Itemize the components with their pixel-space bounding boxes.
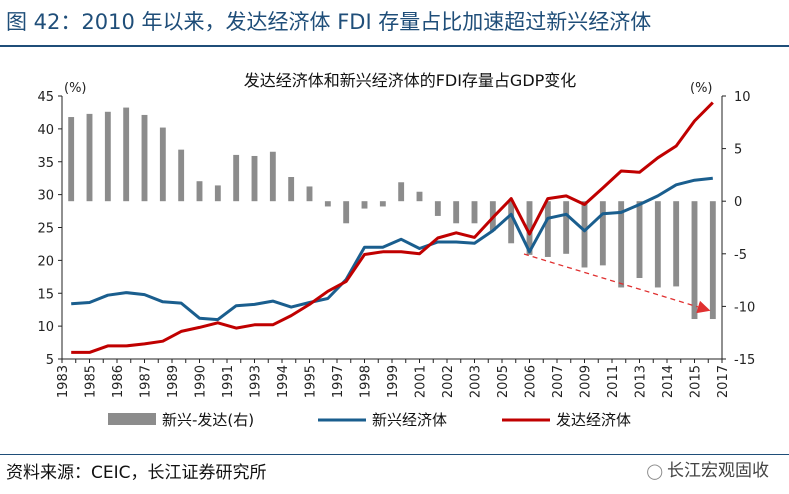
legend-label-bars: 新兴-发达(右)	[162, 411, 254, 429]
x-tick-label: 2007	[551, 365, 566, 398]
legend-swatch-bars	[108, 413, 156, 425]
header-divider	[0, 45, 789, 47]
x-tick-label: 2003	[469, 365, 484, 398]
diff-bar	[673, 201, 680, 287]
diff-bar	[379, 201, 386, 207]
x-tick-label: 2013	[634, 365, 649, 398]
x-tick-label: 1989	[166, 365, 181, 398]
diff-bar	[398, 182, 405, 202]
right-tick-label: -15	[734, 353, 755, 368]
diff-bar	[654, 201, 661, 288]
legend-label-developed: 发达经济体	[556, 411, 631, 429]
x-tick-label: 1999	[386, 365, 401, 398]
lines-group	[71, 101, 714, 354]
x-tick-label: 1986	[111, 365, 126, 398]
legend-label-emerging: 新兴经济体	[372, 411, 447, 429]
left-tick-label: 10	[37, 320, 54, 335]
diff-bar	[434, 201, 441, 216]
x-tick-label: 2014	[661, 365, 676, 398]
x-tick-label: 2015	[689, 365, 704, 398]
right-tick-label: 5	[734, 143, 742, 158]
x-tick-label: 1985	[84, 365, 99, 398]
x-tick-label: 1987	[139, 365, 154, 398]
right-tick-label: 0	[734, 195, 742, 210]
axes-group: 5 10 15 20 25 30 35 40 45 -15 -10 -5 0 5 10 1983 1985 198…	[37, 90, 755, 398]
x-tick-label: 1998	[359, 365, 374, 398]
diff-bar	[269, 151, 276, 202]
emerging-line	[71, 176, 713, 322]
diff-bar	[636, 201, 643, 278]
x-tick-label: 2002	[441, 365, 456, 398]
left-tick-label: 25	[37, 222, 54, 237]
left-tick-label: 5	[46, 353, 54, 368]
diff-bar	[123, 107, 130, 202]
diff-bar	[288, 177, 295, 202]
source-note: 资料来源：CEIC，长江证券研究所	[6, 463, 267, 483]
x-tick-label: 2017	[716, 365, 731, 398]
diff-bar	[453, 201, 460, 224]
trend-arrow	[523, 253, 711, 314]
diff-bar	[306, 186, 313, 202]
diff-bar	[563, 201, 570, 254]
diff-bar	[104, 111, 111, 202]
diff-bar	[416, 191, 423, 202]
left-tick-label: 15	[37, 287, 54, 302]
diff-bar	[508, 201, 515, 244]
diff-bar	[86, 113, 93, 202]
diff-bar	[544, 201, 551, 257]
diff-bar	[618, 201, 625, 288]
developed-line	[71, 101, 714, 354]
diff-bar	[581, 201, 588, 268]
x-tick-label: 2009	[579, 365, 594, 398]
x-tick-label: 2011	[606, 365, 621, 398]
left-axis-unit: (%)	[64, 81, 87, 96]
x-tick-label: 1991	[221, 365, 236, 398]
x-tick-label: 1995	[304, 365, 319, 398]
left-tick-label: 40	[37, 123, 54, 138]
x-tick-label: 2001	[414, 365, 429, 398]
left-tick-label: 30	[37, 189, 54, 204]
chart-title: 发达经济体和新兴经济体的FDI存量占GDP变化	[244, 71, 577, 90]
watermark: ◯︎ 长江宏观固收	[646, 456, 769, 481]
diff-bar	[233, 154, 240, 202]
footer-divider	[0, 454, 789, 455]
diff-bar	[361, 201, 368, 209]
x-tick-label: 2005	[496, 365, 511, 398]
x-tick-label: 1997	[331, 365, 346, 398]
right-tick-label: -10	[734, 300, 755, 315]
diff-bar	[141, 114, 148, 202]
right-axis-unit: (%)	[690, 81, 713, 96]
diff-bar	[691, 201, 698, 320]
diff-bar	[178, 149, 185, 202]
diff-bar	[251, 155, 258, 202]
diff-bar	[324, 201, 331, 207]
left-tick-label: 20	[37, 254, 54, 269]
x-tick-label: 1990	[194, 365, 209, 398]
wechat-icon: ◯︎	[646, 462, 663, 480]
diff-bar	[526, 201, 533, 255]
watermark-text: 长江宏观固收	[667, 461, 769, 481]
diff-bar	[196, 181, 203, 202]
fdi-chart: 发达经济体和新兴经济体的FDI存量占GDP变化 (%) (%) 5 10 15 20 2…	[37, 71, 755, 429]
legend: 新兴-发达(右) 新兴经济体 发达经济体	[108, 411, 631, 429]
figure-title: 图 42：2010 年以来，发达经济体 FDI 存量占比加速超过新兴经济体	[6, 10, 652, 34]
diff-bar	[599, 201, 606, 266]
right-tick-label: 10	[734, 90, 751, 105]
x-tick-label: 2006	[524, 365, 539, 398]
x-tick-label: 1993	[249, 365, 264, 398]
left-tick-label: 45	[37, 90, 54, 105]
diff-bar	[214, 185, 221, 202]
diff-bar	[343, 201, 350, 224]
right-tick-label: -5	[734, 248, 747, 263]
left-tick-label: 35	[37, 156, 54, 171]
diff-bar	[68, 117, 75, 202]
x-tick-label: 1994	[276, 365, 291, 398]
x-tick-label: 1983	[56, 365, 71, 398]
diff-bar	[709, 201, 716, 320]
diff-bar	[471, 201, 478, 224]
diff-bar	[159, 127, 166, 202]
